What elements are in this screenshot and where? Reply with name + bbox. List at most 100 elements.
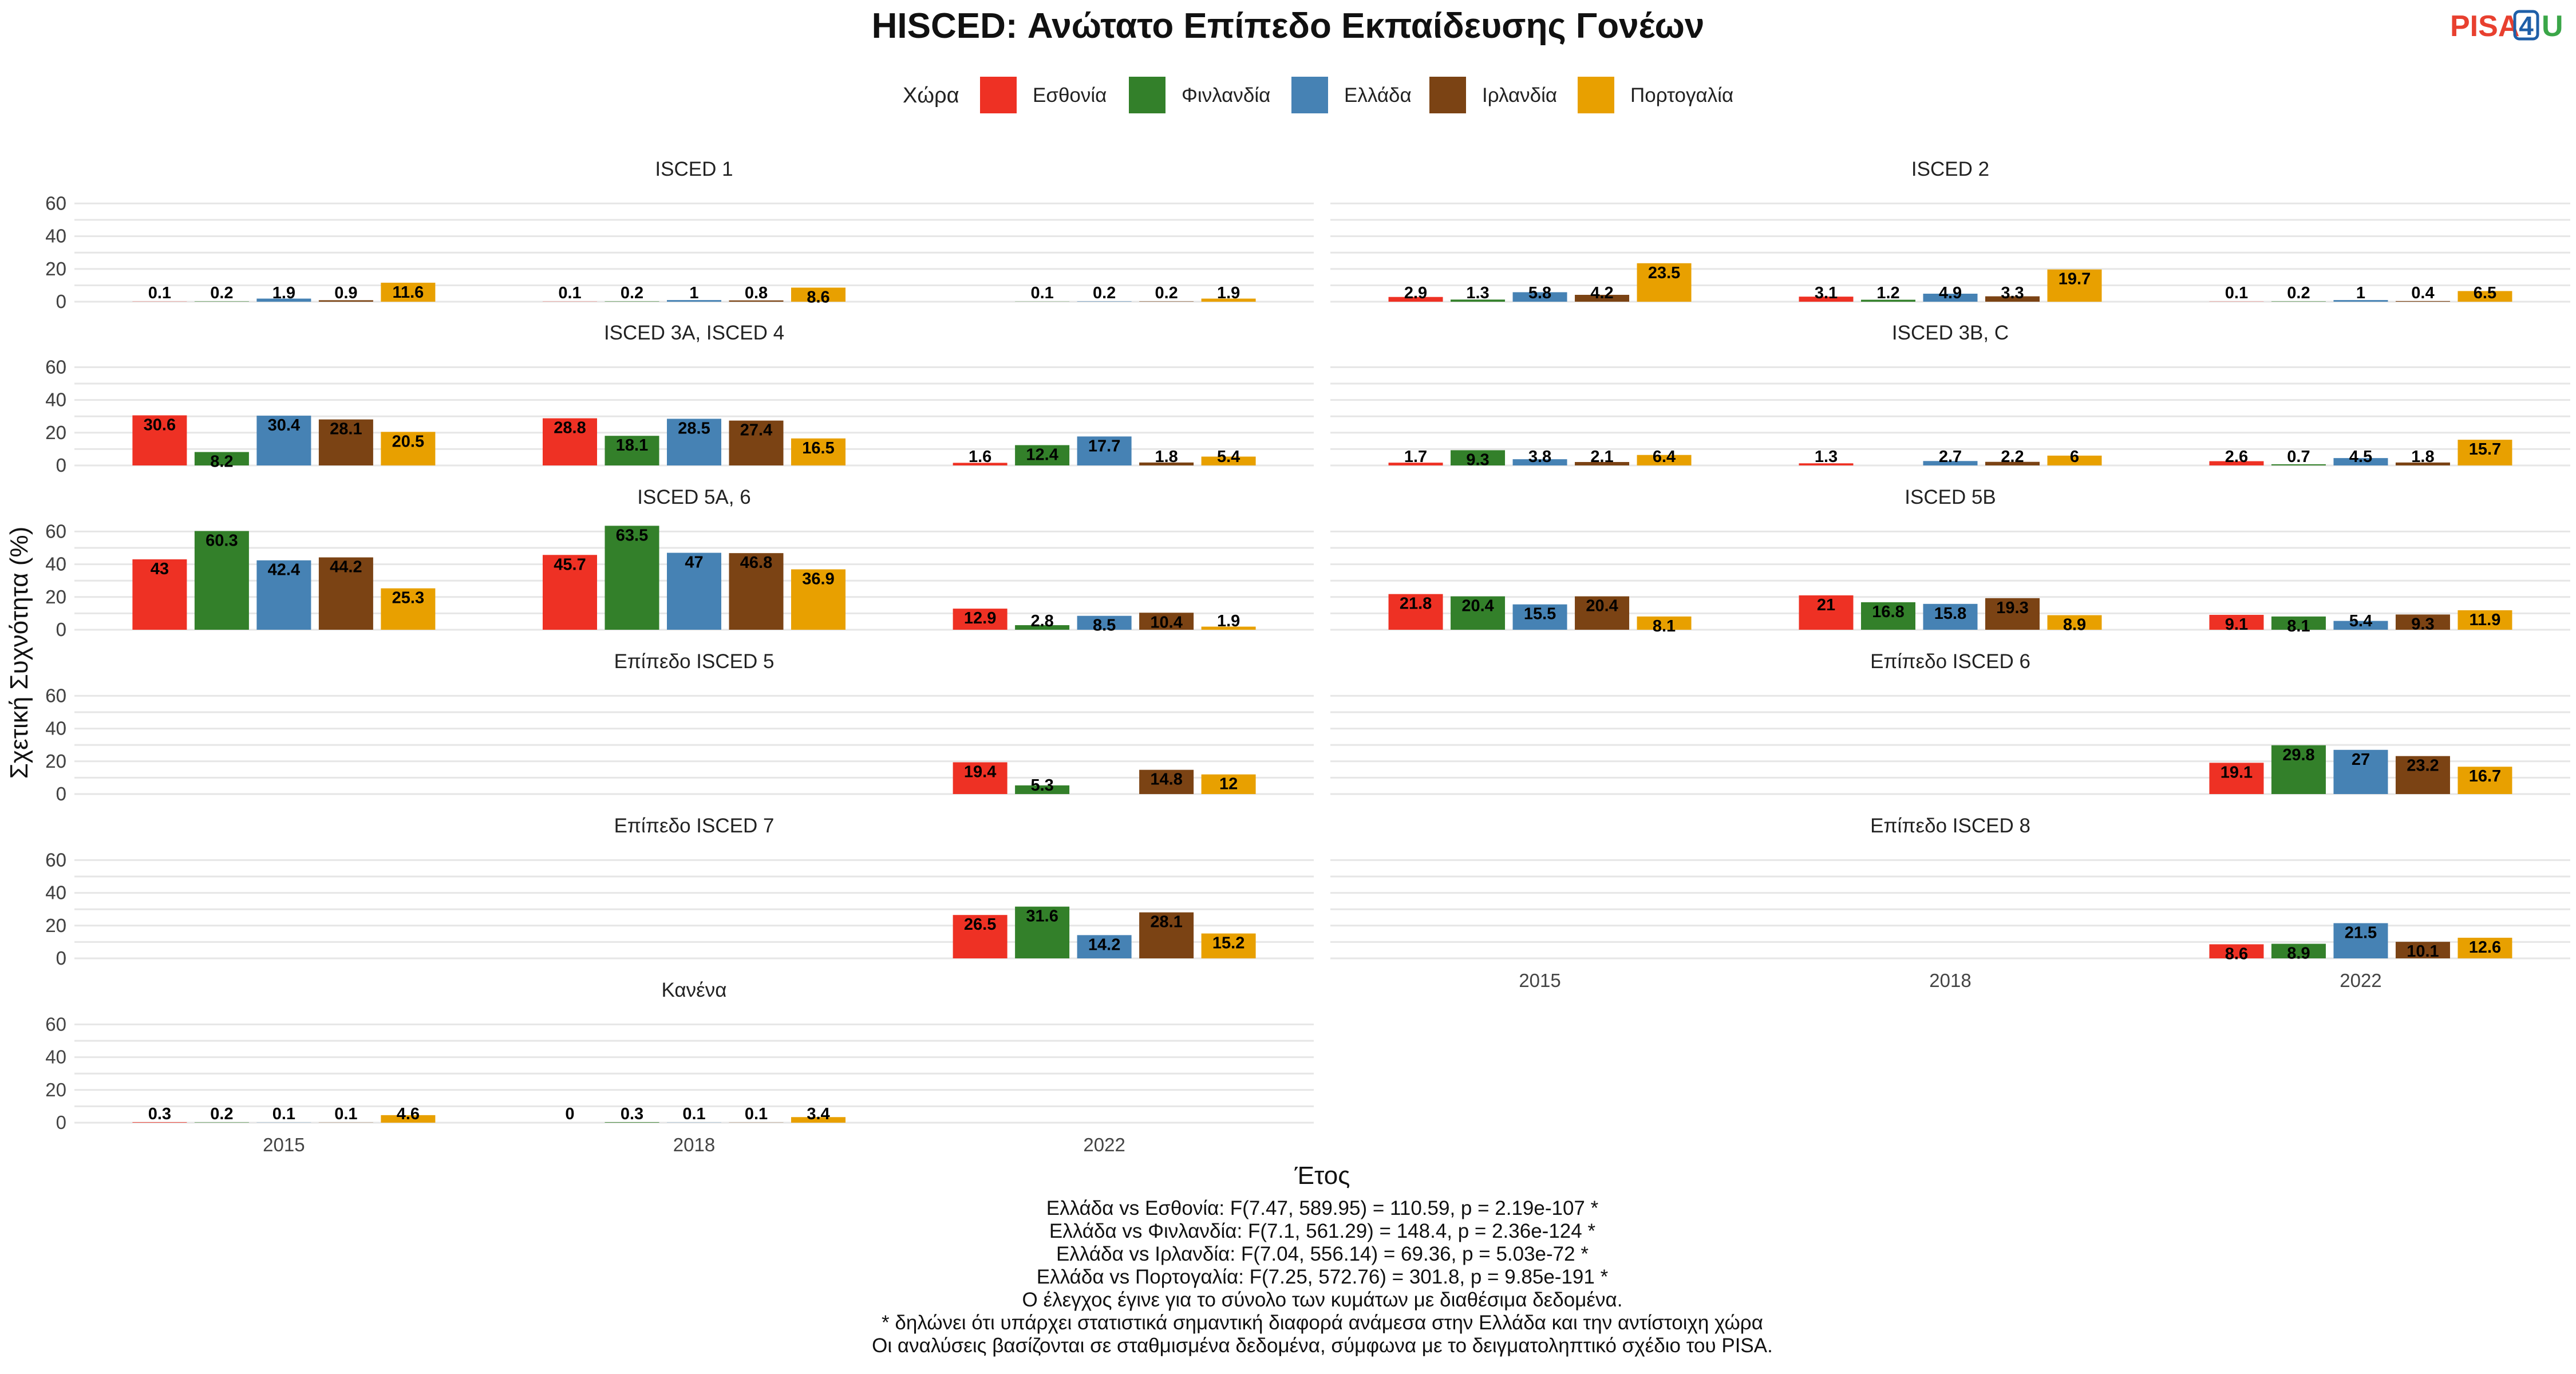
legend-label-4: Ιρλανδία [1482,84,1557,106]
panel-title: Κανένα [662,979,727,1001]
data-label: 23.2 [2407,757,2439,775]
data-label: 0.1 [148,284,171,302]
data-label: 0 [565,1105,574,1123]
bar [605,526,659,630]
y-tick-label: 40 [45,882,66,903]
panel-title: ISCED 1 [655,158,733,180]
data-label: 0.2 [2287,284,2310,302]
panel-title: ISCED 5A, 6 [637,486,750,508]
bar [1139,912,1194,958]
bar [2271,943,2326,958]
bar [1451,596,1506,630]
y-tick-label: 20 [45,751,66,772]
data-label: 27 [2352,751,2370,769]
bar [1451,450,1506,465]
data-label: 0.3 [148,1105,171,1123]
bar [729,300,784,302]
legend-label-2: Φινλανδία [1182,84,1270,106]
panel-title: ISCED 3B, C [1892,322,2009,344]
legend-swatch-5 [1578,77,1614,113]
bar [2333,923,2388,958]
bar [194,301,249,302]
data-label: 15.5 [1524,605,1556,623]
panel-title: Επίπεδο ISCED 6 [1870,650,2030,673]
data-label: 10.4 [1150,613,1182,631]
bar [1512,459,1567,465]
footnotes: Ελλάδα vs Εσθονία: F(7.47, 589.95) = 110… [872,1197,1773,1357]
bar [2458,440,2512,465]
data-label: 9.3 [1466,451,1489,469]
footnote-line: Ελλάδα vs Ιρλανδία: F(7.04, 556.14) = 69… [1056,1243,1589,1265]
y-tick-label: 0 [56,291,66,312]
bar [2333,458,2388,465]
y-tick-label: 0 [56,783,66,804]
footnote-line: Ελλάδα vs Φινλανδία: F(7.1, 561.29) = 14… [1049,1220,1596,1242]
x-tick-label: 2022 [1083,1134,1125,1155]
data-label: 12.4 [1026,446,1058,464]
bar [1201,774,1256,794]
legend-title: Χώρα [903,84,959,108]
panel-title: Επίπεδο ISCED 8 [1870,815,2030,837]
y-tick-label: 40 [45,226,66,247]
bar [381,588,436,630]
y-tick-label: 20 [45,422,66,443]
data-label: 18.1 [616,436,648,455]
bar [1388,463,1443,465]
data-label: 1.2 [1876,284,1899,302]
y-tick-label: 20 [45,422,66,443]
data-label: 16.7 [2469,767,2501,785]
bar [729,420,784,465]
y-tick-label: 60 [45,849,66,870]
bar [2395,614,2450,630]
data-label: 1.8 [1155,448,1178,466]
bar [1575,294,1630,302]
data-label: 44.2 [330,558,362,577]
bar [1861,299,1915,302]
data-label: 8.9 [2287,945,2310,963]
y-tick-label: 0 [56,455,66,476]
y-tick-label: 60 [45,356,66,377]
bar [1077,436,1132,465]
bar [1575,461,1630,465]
bar [605,436,659,465]
bar [2458,937,2512,958]
bar [2395,942,2450,958]
bar [318,419,373,465]
bar [1512,604,1567,630]
data-label: 20.4 [1586,597,1618,615]
bar [953,609,1008,630]
bar [667,418,721,465]
data-label: 3.3 [2001,284,2024,302]
panel-title: Επίπεδο ISCED 7 [614,815,775,837]
bar [1015,625,1070,630]
y-tick-label: 60 [45,520,66,542]
bar [605,1122,659,1123]
bar [791,287,846,302]
data-label: 45.7 [554,555,586,574]
y-tick-label: 20 [45,915,66,936]
data-label: 1 [689,284,698,302]
data-label: 36.9 [802,570,834,588]
bar [1015,906,1070,958]
bar [1201,626,1256,630]
bar [1388,297,1443,302]
legend-swatch-1 [980,77,1017,113]
data-label: 5.4 [1217,448,1240,466]
data-label: 1.6 [969,448,991,466]
data-label: 12.9 [964,609,996,627]
data-label: 0.1 [682,1105,705,1123]
x-tick-label: 2018 [1929,970,1971,991]
data-label: 0.9 [334,284,357,302]
bar [2209,614,2264,630]
bar [667,300,721,302]
bar [1388,594,1443,630]
data-label: 47 [685,554,703,572]
y-tick-label: 40 [45,718,66,739]
bar [2333,300,2388,302]
data-label: 0.1 [558,284,581,302]
logo-text-pisa: PISA [2450,10,2519,43]
y-tick-label: 20 [45,586,66,607]
data-label: 21 [1817,596,1835,614]
data-label: 0.2 [1155,284,1178,302]
data-label: 0.2 [621,284,643,302]
